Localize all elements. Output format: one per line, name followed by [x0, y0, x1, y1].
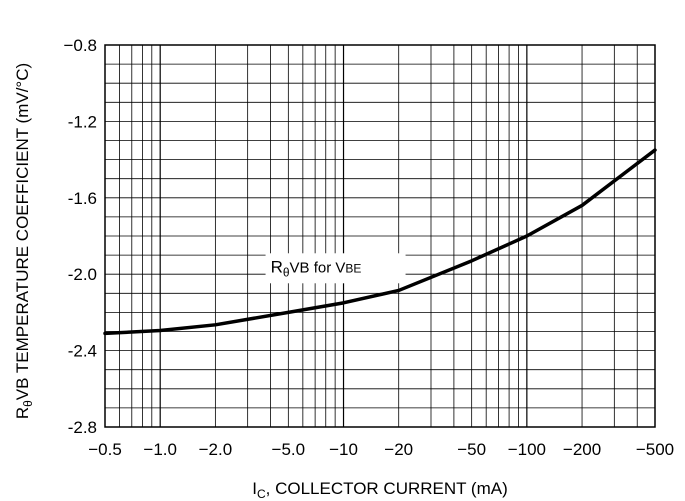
grid	[104, 44, 656, 428]
annotation-background	[265, 253, 406, 284]
x-tick-label: −200	[563, 440, 601, 459]
y-axis-title-main: R	[13, 407, 32, 419]
series-annotation-label: RθVB for VBE	[271, 257, 362, 279]
annotation-main: R	[271, 257, 283, 276]
annotation-layer: RθVB for VBE	[265, 253, 406, 284]
x-axis-title-rest: , COLLECTOR CURRENT (mA)	[266, 479, 508, 498]
x-tick-label: −0.5	[88, 440, 122, 459]
annotation-subscript: θ	[283, 265, 290, 279]
x-tick-label: −2.0	[199, 440, 233, 459]
x-tick-label: −5.0	[272, 440, 306, 459]
x-tick-label: −500	[636, 440, 674, 459]
series-layer	[103, 148, 657, 336]
x-tick-label: −50	[457, 440, 486, 459]
x-tick-labels: −0.5 −1.0 −2.0 −5.0 −10 −20 −50 −100 −200 −500	[88, 440, 674, 459]
y-tick-label: -2.0	[68, 265, 97, 284]
x-axis-title-main: I	[252, 479, 257, 498]
y-tick-labels: −0.8 -1.2 -1.6 -2.0 -2.4 -2.8	[63, 36, 97, 437]
y-tick-label: -2.4	[68, 342, 97, 361]
y-axis-title-subscript: θ	[21, 400, 35, 407]
x-tick-label: −1.0	[143, 440, 177, 459]
y-axis-title-rest: VB TEMPERATURE COEFFICIENT (mV/°C)	[13, 63, 32, 400]
x-axis-title: IC, COLLECTOR CURRENT (mA)	[252, 479, 508, 501]
x-tick-label: −20	[384, 440, 413, 459]
x-tick-label: −10	[329, 440, 358, 459]
annotation-tail: BE	[345, 261, 361, 275]
y-tick-label: −0.8	[63, 36, 97, 55]
y-tick-label: -1.6	[68, 189, 97, 208]
y-axis-title: RθVB TEMPERATURE COEFFICIENT (mV/°C)	[13, 63, 35, 419]
y-tick-label: -2.8	[68, 418, 97, 437]
y-tick-label: -1.2	[68, 112, 97, 131]
x-axis-title-subscript: C	[257, 487, 266, 501]
annotation-rest: VB for V	[290, 259, 346, 276]
x-tick-label: −100	[508, 440, 546, 459]
series-line	[103, 148, 657, 336]
plot-frame	[104, 44, 656, 428]
